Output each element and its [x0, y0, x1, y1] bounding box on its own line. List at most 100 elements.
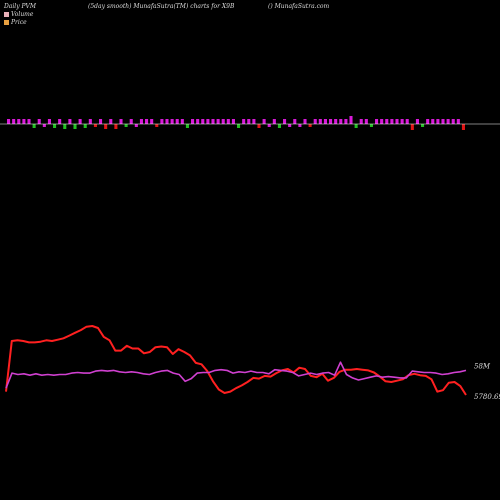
legend-volume-swatch: [4, 12, 9, 17]
volume-bar: [364, 119, 368, 124]
volume-bar: [93, 124, 97, 127]
volume-bar: [344, 119, 348, 124]
legend-price-swatch: [4, 20, 9, 25]
volume-bar: [104, 124, 108, 129]
volume-bar: [354, 124, 358, 128]
volume-bar: [27, 119, 31, 124]
volume-bar: [88, 119, 92, 124]
volume-bar: [334, 119, 338, 124]
volume-bar: [124, 124, 128, 127]
volume-bar: [252, 119, 256, 124]
volume-bar: [410, 124, 414, 130]
volume-bar: [257, 124, 261, 128]
volume-bar: [73, 124, 77, 129]
volume-bar: [431, 119, 435, 124]
volume-bar: [175, 119, 179, 124]
line-series: [5, 325, 467, 396]
volume-bar: [436, 119, 440, 124]
volume-bar: [22, 119, 26, 124]
volume-bar: [211, 119, 215, 124]
volume-bar: [63, 124, 67, 129]
volume-bar: [451, 119, 455, 124]
volume-bar: [318, 119, 322, 124]
legend-price-label: Price: [11, 19, 27, 26]
chart-title-left: Daily PVM: [4, 3, 37, 10]
volume-bar: [37, 119, 41, 124]
volume-bar: [145, 119, 149, 124]
volume-bar: [201, 119, 205, 124]
volume-bar: [456, 119, 460, 124]
volume-bar: [180, 119, 184, 124]
volume-bar: [109, 119, 113, 124]
volume-bars: [7, 116, 465, 130]
volume-bar: [185, 124, 189, 128]
volume-bar: [247, 119, 251, 124]
volume-bar: [375, 119, 379, 124]
volume-bar: [415, 119, 419, 124]
volume-bar: [369, 124, 373, 127]
volume-bar: [99, 119, 103, 124]
volume-bar: [339, 119, 343, 124]
volume-bar: [114, 124, 118, 129]
volume-bar: [441, 119, 445, 124]
volume-bar: [196, 119, 200, 124]
volume-bar: [7, 119, 11, 124]
volume-bar: [349, 116, 353, 124]
volume-bar: [272, 119, 276, 124]
end-labels: 5780.69 58M: [474, 362, 500, 401]
volume-bar: [242, 119, 246, 124]
volume-bar: [221, 119, 225, 124]
volume-bar: [329, 119, 333, 124]
price-line: [5, 325, 467, 396]
volume-bar: [323, 119, 327, 124]
legend-volume-label: Volume: [11, 11, 34, 18]
volume-bar: [191, 119, 195, 124]
volume-bar: [405, 119, 409, 124]
volume-bar: [119, 119, 123, 124]
volume-bar: [216, 119, 220, 124]
volume-bar: [395, 119, 399, 124]
volume-bar: [237, 124, 241, 128]
volume-bar: [226, 119, 230, 124]
volume-bar: [262, 119, 266, 124]
volume-bar: [308, 124, 312, 127]
chart-title-center: (5day smooth) MunafaSutra(TM) charts for…: [88, 3, 235, 10]
volume-bar: [303, 119, 307, 124]
volume-bar: [68, 119, 72, 124]
volume-bar: [277, 124, 281, 128]
volume-bar: [380, 119, 384, 124]
volume-bar: [78, 119, 82, 124]
volume-bar: [293, 119, 297, 124]
volume-bar: [139, 119, 143, 124]
volume-bar: [165, 119, 169, 124]
volume-bar: [400, 119, 404, 124]
legend-volume: Volume: [4, 11, 33, 18]
volume-bar: [129, 119, 133, 124]
chart-title-right: () MunafaSutra.com: [268, 3, 330, 10]
volume-bar: [446, 119, 450, 124]
volume-bar: [47, 119, 51, 124]
volume-bar: [32, 124, 36, 128]
volume-bar: [385, 119, 389, 124]
price-end-label: 5780.69: [474, 393, 500, 401]
volume-line: [5, 361, 467, 389]
volume-bar: [283, 119, 287, 124]
volume-bar: [231, 119, 235, 124]
volume-bar: [17, 119, 21, 124]
volume-bar: [267, 124, 271, 127]
legend-price: Price: [4, 19, 27, 26]
volume-bar: [150, 119, 154, 124]
volume-bar: [12, 119, 16, 124]
volume-end-label: 58M: [474, 362, 491, 370]
volume-bar: [298, 124, 302, 127]
volume-bar: [170, 119, 174, 124]
volume-bar: [160, 119, 164, 124]
volume-bar: [359, 119, 363, 124]
volume-bar: [313, 119, 317, 124]
volume-bar: [134, 124, 138, 127]
volume-bar: [421, 124, 425, 127]
volume-bar: [390, 119, 394, 124]
volume-bar: [58, 119, 62, 124]
